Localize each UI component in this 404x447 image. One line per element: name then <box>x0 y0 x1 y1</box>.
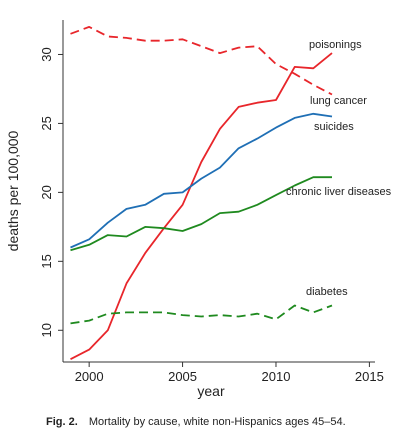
mortality-chart: 10 15 20 25 30 2000 2005 2010 2015 year deaths per… <box>5 20 392 399</box>
y-tick-label: 30 <box>39 47 54 61</box>
series-line-suicides <box>70 112 333 249</box>
series-line-chronic-liver-diseases <box>70 176 332 252</box>
series-label-poisonings: poisonings <box>309 39 362 51</box>
x-axis-title: year <box>197 383 225 399</box>
series-label-chronic-liver-diseases: chronic liver diseases <box>286 186 392 198</box>
series-line-diabetes <box>70 304 333 325</box>
y-tick-label: 25 <box>39 116 54 130</box>
figure-caption-text: Mortality by cause, white non-Hispanics … <box>88 416 346 428</box>
x-tick-label: 2010 <box>262 369 291 384</box>
series-label-diabetes: diabetes <box>306 286 348 298</box>
series-label-lung-cancer: lung cancer <box>310 95 367 107</box>
series-label-suicides: suicides <box>314 121 354 133</box>
x-tick-label: 2015 <box>355 369 384 384</box>
series-line-lung-cancer <box>70 25 333 96</box>
x-tick-label: 2000 <box>75 369 104 384</box>
y-axis-title: deaths per 100,000 <box>5 130 21 251</box>
x-tick-label: 2005 <box>168 369 197 384</box>
y-tick-label: 20 <box>39 185 54 199</box>
y-tick-label: 15 <box>39 254 54 268</box>
figure-caption-label: Fig. 2. <box>46 416 78 428</box>
figure-caption: Fig. 2. Mortality by cause, white non-Hi… <box>46 416 346 428</box>
y-tick-label: 10 <box>39 323 54 337</box>
series-line-poisonings <box>70 52 333 361</box>
